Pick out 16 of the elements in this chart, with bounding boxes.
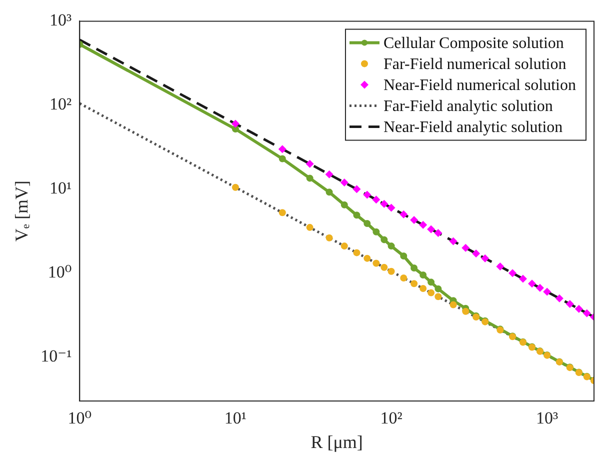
legend-label: Far-Field numerical solution [383,56,566,73]
y-tick-label: 10⁻¹ [40,346,72,366]
x-tick-label: 10³ [536,408,558,428]
y-tick-label: 10⁰ [48,262,72,282]
x-tick-label: 10¹ [224,408,247,428]
y-axis-title: Vₑ [mV] [12,180,32,242]
y-tick-label: 10² [50,94,72,114]
x-tick-label: 10⁰ [68,408,92,428]
legend-label: Near-Field numerical solution [383,76,576,94]
legend-label: Far-Field analytic solution [383,98,553,115]
x-tick-label: 10² [380,408,402,428]
x-axis-title: R [μm] [310,432,363,452]
y-tick-label: 10¹ [50,178,72,198]
y-tick-label: 10³ [50,10,72,30]
legend-label: Cellular Composite solution [383,34,564,52]
legend-label: Near-Field analytic solution [383,118,563,136]
